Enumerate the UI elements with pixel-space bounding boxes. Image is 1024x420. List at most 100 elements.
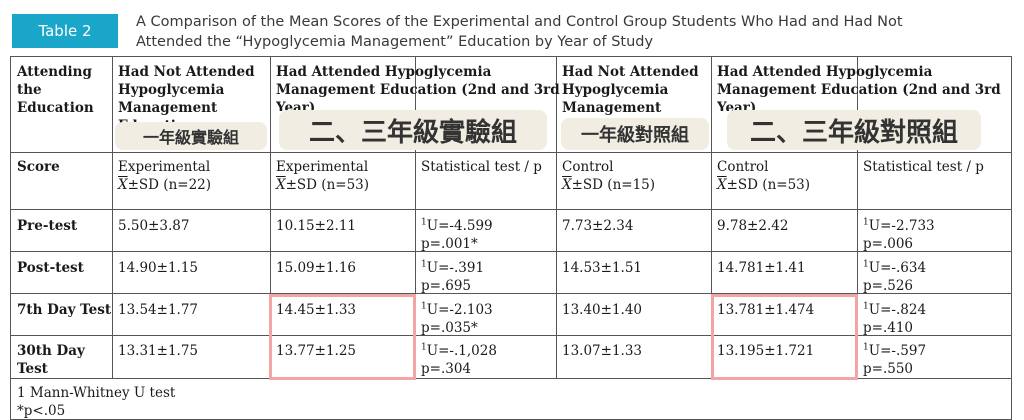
- footnote: 1 Mann-Whitney U test *p<.05: [17, 384, 175, 420]
- header-text: Hypoglycemia: [562, 82, 669, 98]
- group-name: Control: [562, 159, 614, 175]
- header-text: Management Education (2nd and 3rd: [276, 82, 560, 98]
- stat-text: ±SD (n=15): [571, 177, 656, 193]
- p-value: p=.695: [421, 278, 472, 294]
- superscript: 1: [863, 342, 869, 353]
- row-label-text: 30th Day: [17, 343, 85, 359]
- p-value: p=.526: [863, 278, 914, 294]
- cell-ctl1: 7.73±2.34: [562, 218, 634, 234]
- superscript: 1: [421, 259, 427, 270]
- header-attending: Attending the Education: [17, 63, 94, 117]
- grid-line: [112, 57, 113, 379]
- overlay-label-2: 二、三年級實驗組: [279, 110, 547, 150]
- p-value: p=.001*: [421, 236, 478, 252]
- cell-test1: 1U=-4.599 p=.001*: [421, 217, 493, 253]
- subheader-stat2: Statistical test / p: [863, 159, 984, 175]
- grid-line: [11, 209, 1011, 210]
- group-name: Experimental: [276, 159, 369, 175]
- score-label: Score: [17, 159, 60, 175]
- caption-line-2: Attended the “Hypoglycemia Management” E…: [136, 34, 654, 50]
- grid-line: [11, 335, 1011, 336]
- superscript: 1: [421, 217, 427, 228]
- cell-ctl1: 13.07±1.33: [562, 343, 643, 359]
- header-text: Hypoglycemia: [118, 82, 225, 98]
- cell-test1: 1U=-.1,028 p=.304: [421, 342, 497, 378]
- cell-exp2: 14.45±1.33: [276, 302, 357, 318]
- group-name: Control: [717, 159, 769, 175]
- superscript: 1: [421, 301, 427, 312]
- cell-ctl1: 13.40±1.40: [562, 302, 643, 318]
- footnote-line: 1 Mann-Whitney U test: [17, 385, 176, 401]
- group-stat: X±SD (n=53): [717, 176, 810, 194]
- row-label-30th-day: 30th Day Test: [17, 342, 85, 378]
- cell-test2: 1U=-2.733 p=.006: [863, 217, 935, 253]
- row-label-7th-day: 7th Day Test: [17, 302, 112, 318]
- superscript: 1: [863, 301, 869, 312]
- table-number-badge: Table 2: [12, 14, 118, 48]
- group-stat: X±SD (n=53): [276, 176, 369, 194]
- overlay-label-3: 一年級對照組: [561, 118, 709, 150]
- u-value: U=-.1,028: [426, 343, 497, 359]
- cell-test2: 1U=-.824 p=.410: [863, 301, 926, 337]
- group-name: Experimental: [118, 159, 211, 175]
- grid-line: [857, 57, 858, 379]
- u-value: U=-4.599: [426, 218, 493, 234]
- u-value: U=-.634: [868, 260, 927, 276]
- stat-text: ±SD (n=53): [285, 177, 370, 193]
- cell-test1: 1U=-2.103 p=.035*: [421, 301, 493, 337]
- cell-ctl2: 13.781±1.474: [717, 302, 815, 318]
- header-text: Attending: [17, 64, 92, 80]
- row-label-post-test: Post-test: [17, 260, 84, 276]
- cell-exp1: 14.90±1.15: [118, 260, 199, 276]
- grid-line: [11, 378, 1011, 379]
- cell-test2: 1U=-.634 p=.526: [863, 259, 926, 295]
- cell-ctl1: 14.53±1.51: [562, 260, 643, 276]
- group-stat: X±SD (n=15): [562, 176, 655, 194]
- cell-exp2: 15.09±1.16: [276, 260, 357, 276]
- header-exp-not-attended: Had Not Attended Hypoglycemia Management…: [118, 63, 255, 147]
- group-stat: X±SD (n=22): [118, 176, 211, 194]
- cell-test2: 1U=-.597 p=.550: [863, 342, 926, 378]
- grid-line: [11, 152, 1011, 153]
- subheader-stat1: Statistical test / p: [421, 159, 542, 175]
- superscript: 1: [863, 217, 869, 228]
- cell-ctl2: 9.78±2.42: [717, 218, 789, 234]
- p-value: p=.410: [863, 320, 914, 336]
- subheader-ctl1: Control X±SD (n=15): [562, 158, 655, 194]
- header-text: Had Attended Hypoglycemia: [717, 64, 933, 80]
- header-text: Management Education (2nd and 3rd: [717, 82, 1001, 98]
- header-text: Management: [562, 100, 662, 116]
- row-label-text: Test: [17, 361, 48, 377]
- cell-exp2: 13.77±1.25: [276, 343, 357, 359]
- grid-line: [11, 251, 1011, 252]
- cell-exp1: 5.50±3.87: [118, 218, 190, 234]
- comparison-table: Attending the Education Had Not Attended…: [10, 56, 1012, 420]
- caption-line-1: A Comparison of the Mean Scores of the E…: [136, 14, 903, 30]
- cell-test1: 1U=-.391 p=.695: [421, 259, 484, 295]
- stat-text: ±SD (n=22): [127, 177, 212, 193]
- superscript: 1: [863, 259, 869, 270]
- xbar-symbol: X: [562, 177, 572, 193]
- grid-line: [11, 293, 1011, 294]
- xbar-symbol: X: [276, 177, 286, 193]
- row-label-pre-test: Pre-test: [17, 218, 78, 234]
- table-caption: A Comparison of the Mean Scores of the E…: [136, 12, 1006, 52]
- grid-line: [556, 57, 557, 379]
- subheader-ctl2: Control X±SD (n=53): [717, 158, 810, 194]
- cell-exp1: 13.54±1.77: [118, 302, 199, 318]
- footnote-line: *p<.05: [17, 403, 66, 419]
- header-text: the: [17, 82, 42, 98]
- u-value: U=-.824: [868, 302, 927, 318]
- highlight-box-experimental: [269, 294, 416, 380]
- stat-text: ±SD (n=53): [726, 177, 811, 193]
- highlight-box-control: [711, 294, 858, 380]
- header-ctl-not-attended: Had Not Attended Hypoglycemia Management: [562, 63, 699, 117]
- header-text: Education: [17, 100, 94, 116]
- u-value: U=-.391: [426, 260, 485, 276]
- header-ctl-attended: Had Attended Hypoglycemia Management Edu…: [717, 63, 1001, 111]
- u-value: U=-.597: [868, 343, 927, 359]
- u-value: U=-2.103: [426, 302, 493, 318]
- header-text: Year): [717, 100, 757, 111]
- header-text: Year): [276, 100, 316, 111]
- subheader-exp1: Experimental X±SD (n=22): [118, 158, 211, 194]
